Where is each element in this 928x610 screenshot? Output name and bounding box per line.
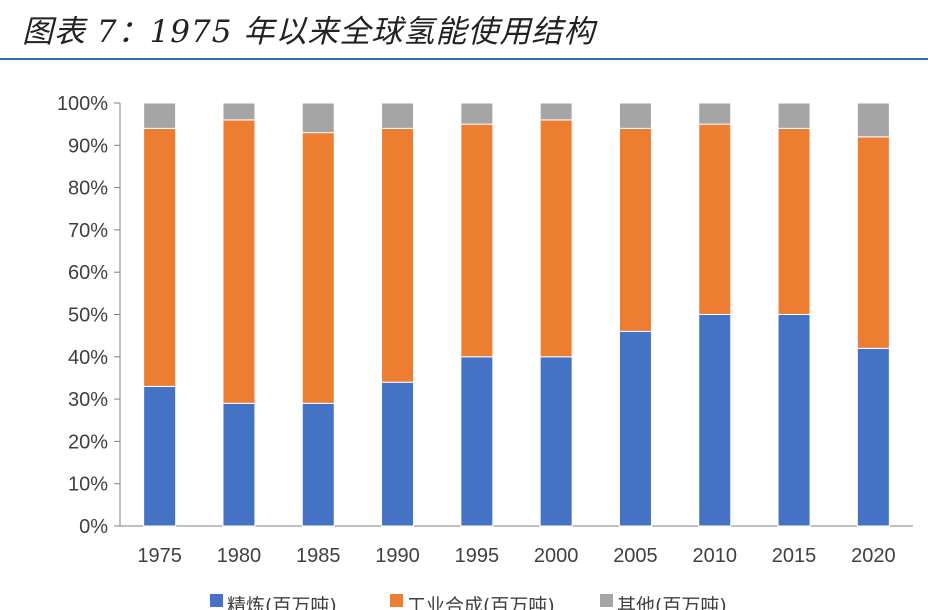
bar-segment-industrial-1990: [381, 127, 415, 383]
x-tick-label: 2005: [613, 545, 658, 567]
bar-segment-other-2015: [777, 102, 811, 129]
y-tick-label: 50%: [68, 305, 108, 327]
y-tick-label: 10%: [68, 474, 108, 496]
y-tick-label: 20%: [68, 431, 108, 453]
legend-swatch-1: [390, 594, 403, 607]
x-axis: 1975 1980 1985 1990 1995 2000 2005 2010 2015 2020: [120, 525, 913, 567]
x-tick-label: 2000: [534, 545, 579, 567]
bar-segment-other-1985: [301, 102, 335, 134]
bars: [143, 102, 890, 527]
bar-segment-refining-1985: [301, 402, 335, 527]
bar-segment-other-1995: [460, 102, 494, 125]
bar-segment-industrial-1975: [143, 127, 177, 387]
bar-segment-other-1980: [222, 102, 256, 121]
bar-segment-refining-1980: [222, 402, 256, 527]
bar-segment-other-1975: [143, 102, 177, 129]
bar-segment-other-2010: [698, 102, 732, 125]
bar-segment-industrial-1985: [301, 132, 335, 404]
x-tick-label: 2015: [772, 545, 817, 567]
x-tick-label: 1980: [217, 545, 262, 567]
legend-swatch-2: [600, 594, 613, 607]
bar-segment-industrial-1980: [222, 119, 256, 404]
bar-segment-industrial-2010: [698, 123, 732, 316]
y-tick-label: 40%: [68, 347, 108, 369]
y-tick-label: 80%: [68, 178, 108, 200]
legend-label-0: 精炼(百万吨): [227, 595, 337, 610]
bar-segment-refining-2020: [856, 347, 890, 527]
y-tick-label: 60%: [68, 262, 108, 284]
x-tick-label: 1975: [137, 545, 182, 567]
y-axis: 0% 10% 20% 30% 40% 50% 60% 70% 80% 90% 100%: [57, 93, 121, 538]
bar-segment-refining-1990: [381, 381, 415, 527]
bar-segment-industrial-2020: [856, 136, 890, 349]
x-tick-label: 1990: [375, 545, 420, 567]
bar-segment-industrial-2015: [777, 127, 811, 315]
bar-segment-industrial-2000: [539, 119, 573, 358]
bar-segment-other-2000: [539, 102, 573, 121]
bar-segment-refining-2010: [698, 314, 732, 527]
x-tick-label: 2010: [693, 545, 738, 567]
legend: 精炼(百万吨) 工业合成(百万吨) 其他(百万吨): [210, 594, 727, 610]
y-tick-label: 30%: [68, 389, 108, 411]
bar-segment-other-1990: [381, 102, 415, 129]
y-tick-label: 70%: [68, 220, 108, 242]
x-tick-label: 1985: [296, 545, 341, 567]
y-tick-label: 100%: [57, 93, 108, 115]
bar-segment-other-2005: [618, 102, 652, 129]
x-tick-label: 1995: [455, 545, 500, 567]
legend-label-1: 工业合成(百万吨): [407, 595, 555, 610]
bar-segment-refining-2000: [539, 356, 573, 527]
x-tick-label: 2020: [851, 545, 896, 567]
y-tick-label: 90%: [68, 135, 108, 157]
bar-segment-refining-1975: [143, 385, 177, 527]
legend-swatch-0: [210, 594, 223, 607]
bar-segment-other-2020: [856, 102, 890, 138]
y-tick-label: 0%: [79, 516, 108, 538]
bar-segment-refining-2005: [618, 330, 652, 527]
title-rule: [0, 58, 928, 60]
legend-label-2: 其他(百万吨): [617, 595, 727, 610]
bar-segment-refining-1995: [460, 356, 494, 527]
bar-segment-industrial-1995: [460, 123, 494, 358]
chart-title: 图表 7：1975 年以来全球氢能使用结构: [22, 14, 596, 50]
bar-segment-industrial-2005: [618, 127, 652, 332]
bar-segment-refining-2015: [777, 314, 811, 527]
